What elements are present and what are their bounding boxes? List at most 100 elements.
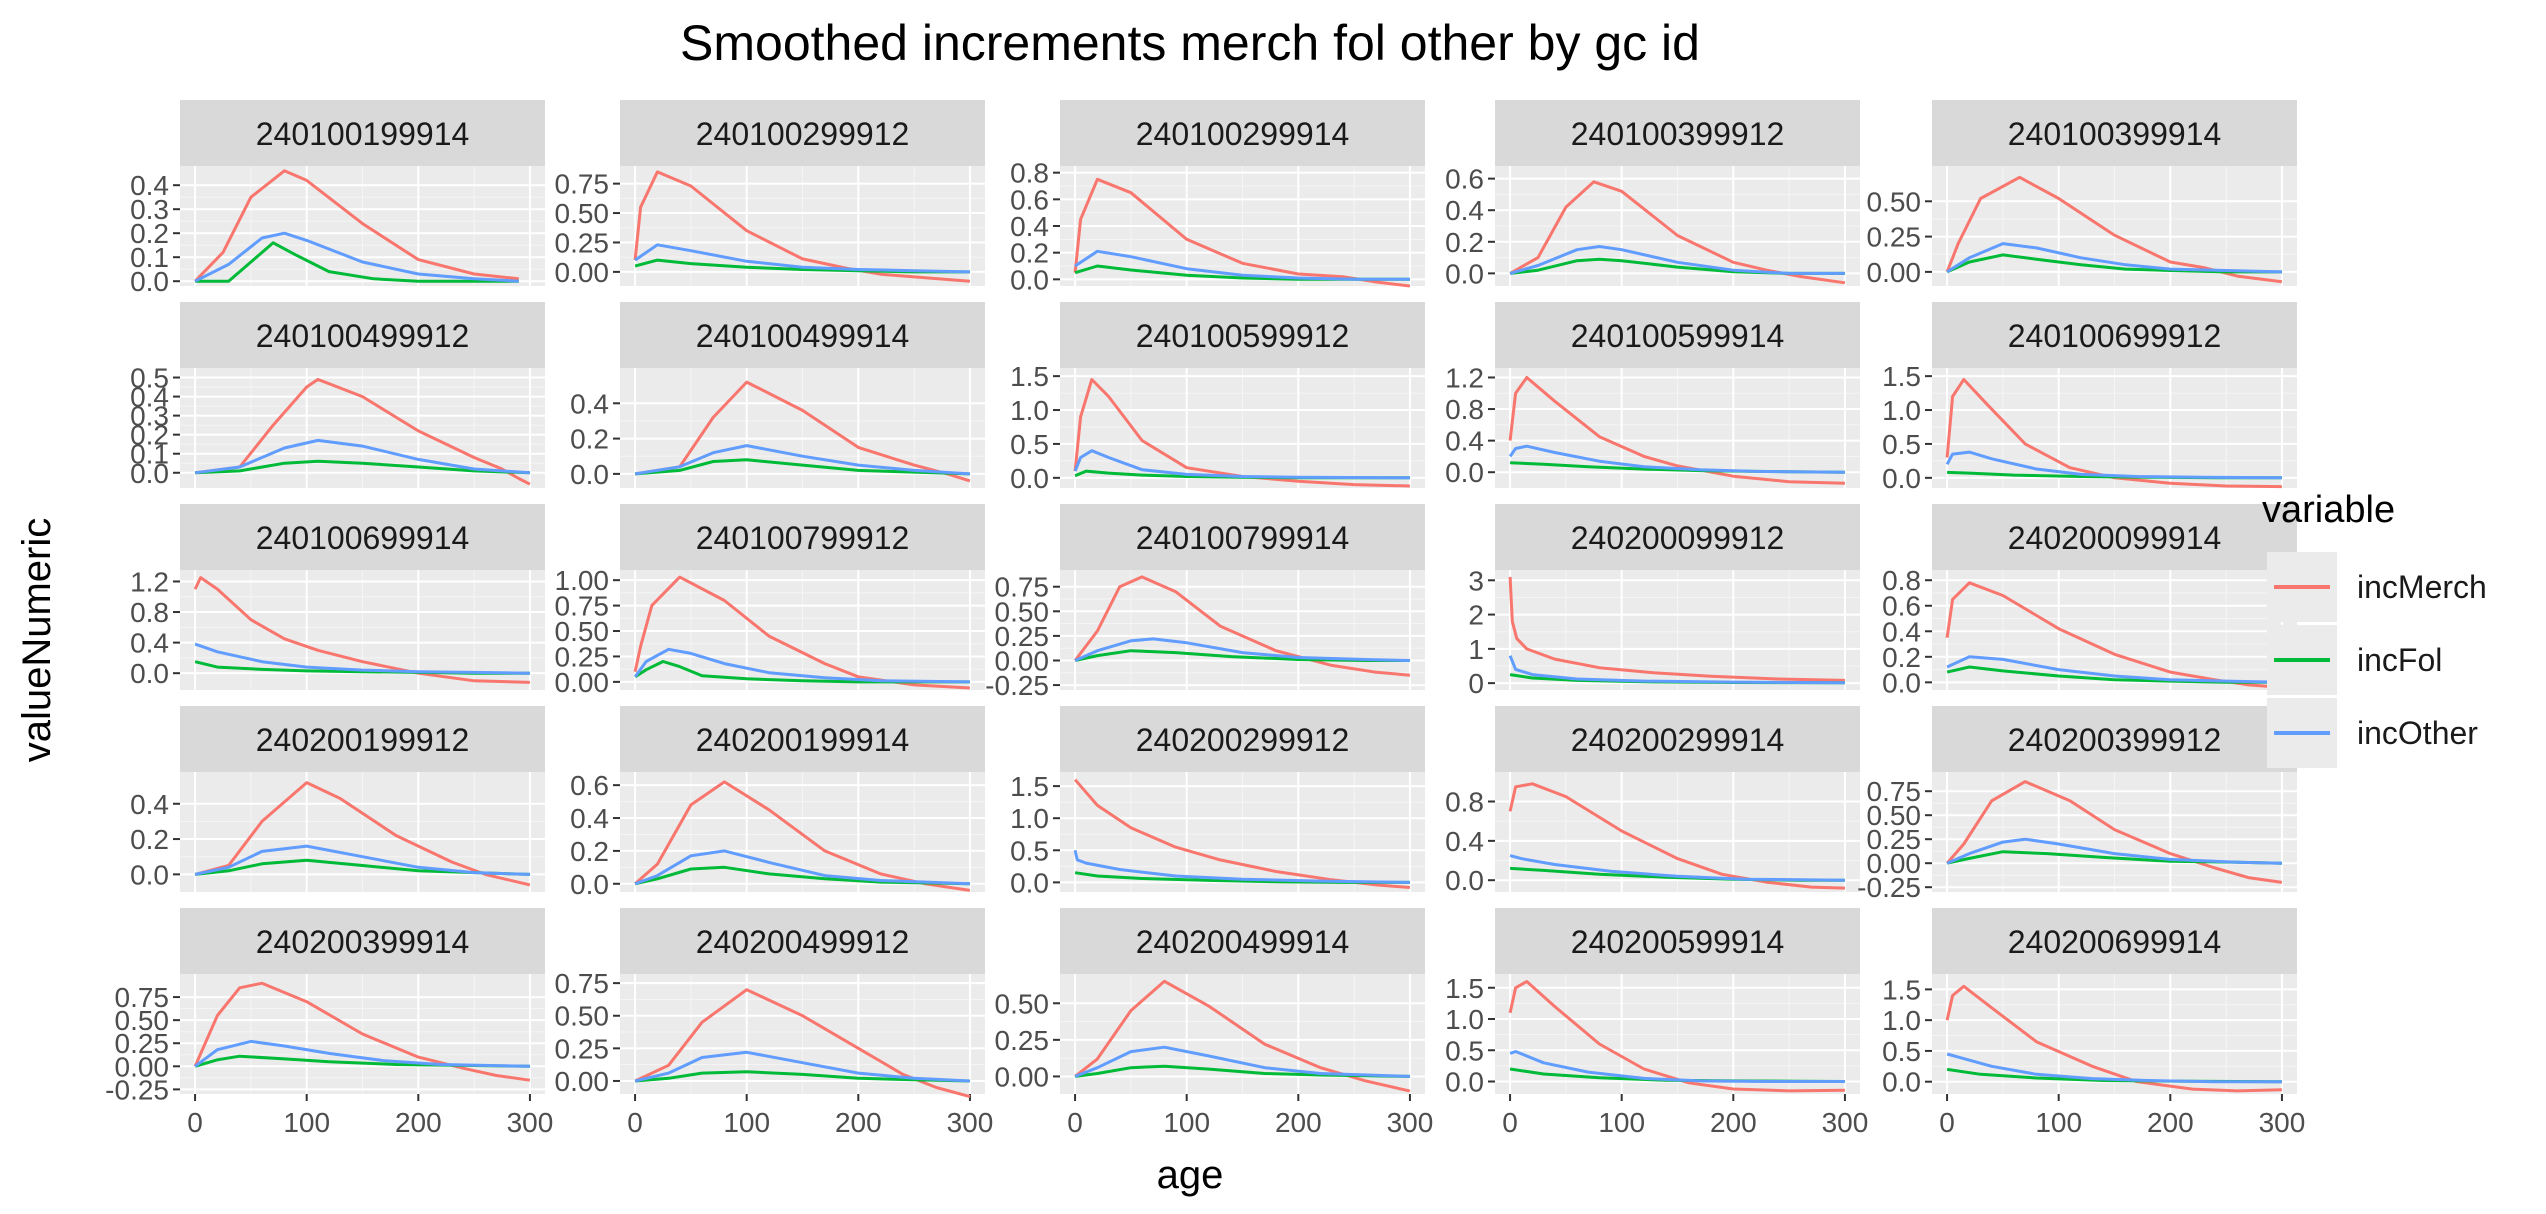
facet-panel-240200499914: 240200499914 0.00 0.25 0.50 0 100 200 300 [995,908,1433,1138]
facet-strip-label: 240100199914 [256,116,470,152]
series-line-incother [1946,242,2282,274]
facet-strip-label: 240100699914 [256,520,470,556]
y-tick-label: 0.4 [130,628,169,659]
series-line-incfol [634,458,970,476]
y-tick-label: 0.00 [995,1061,1050,1092]
x-tick-label: 200 [1275,1107,1322,1138]
facet-panel-240100699912: 240100699912 0.00.51.01.5 [1882,302,2297,494]
facet-strip-bg [1060,504,1425,570]
facet-strip-label: 240100399912 [1571,116,1785,152]
x-tick-label: 200 [395,1107,442,1138]
y-tick-label: 0.25 [1867,222,1922,253]
y-tick-label: 0.0 [1445,1067,1484,1098]
facet-strip-label: 240100299912 [696,116,910,152]
y-tick-label: 1.5 [1010,771,1049,802]
facet-strip-bg [620,504,985,570]
y-tick-label: 0.4 [570,388,609,419]
y-tick-label: 0.00 [555,1066,610,1097]
y-tick-label: 0.50 [555,1001,610,1032]
facet-strip-label: 240200599914 [1571,924,1785,960]
y-tick-label: 1.2 [130,566,169,597]
y-tick-label: 0.0 [130,458,169,489]
facet-strip-label: 240200299914 [1571,722,1785,758]
facet-strip-bg [1932,302,2297,368]
facet-panel-240100499914: 240100499914 0.0 0.2 0.4 [570,302,985,490]
y-tick-label: 0.4 [130,789,169,820]
facet-strip-label: 240100699912 [2008,318,2222,354]
series-line-incother [194,438,531,475]
series-line-incfol [195,241,519,283]
facet-strip-label: 240200299912 [1136,722,1350,758]
y-tick-label: 1.00 [555,565,610,596]
y-tick-label: 0.2 [1882,642,1921,673]
y-tick-label: 0.0 [570,869,609,900]
y-axis-title: valueNumeric [15,518,59,763]
facet-panel-240200499912: 240200499912 0.000.250.500.75 0 100 200 300 [555,908,993,1138]
x-tick-label: 200 [2147,1107,2194,1138]
series-line-incother [1509,1050,1845,1083]
x-tick-label: 100 [283,1107,330,1138]
y-tick-label: 0.0 [130,658,169,689]
facet-strip-label: 240200199912 [256,722,470,758]
facet-strip-bg [1932,706,2297,772]
series-line-incmerch [1945,984,2282,1093]
y-tick-label: 0.0 [1882,667,1921,698]
x-tick-label: 300 [1822,1107,1869,1138]
facet-panel-240100399914: 240100399914 0.00 0.25 0.50 [1867,100,2297,288]
series-line-incmerch [193,576,530,684]
y-tick-label: 0.0 [130,266,169,297]
y-tick-label: 0.75 [995,572,1050,603]
y-tick-label: 0.0 [1445,865,1484,896]
y-tick-label: 1.0 [1882,1005,1921,1036]
series-line-incfol [195,459,530,475]
x-tick-label: 200 [835,1107,882,1138]
y-tick-label: 0.00 [115,1051,170,1082]
series-line-incmerch [1508,782,1845,890]
facet-strip-label: 240200399914 [256,924,470,960]
series-line-incother [1946,837,2282,865]
y-tick-label: 0.2 [570,836,609,867]
y-tick-label: 0.50 [555,616,610,647]
y-tick-label: 0.0 [1010,867,1049,898]
series-line-incmerch [1508,576,1845,682]
facet-strip-label: 240100399914 [2008,116,2222,152]
y-tick-label: 0.50 [995,988,1050,1019]
series-line-incother [1508,444,1845,474]
series-line-incother [1073,849,1410,884]
facet-strip-label: 240100499914 [696,318,910,354]
facet-strip-label: 240200199914 [696,722,910,758]
facet-panel-240100799914: 240100799914 -0.250.000.250.500.75 [985,504,1425,701]
y-tick-label: 0.75 [115,982,170,1013]
y-tick-label: -0.25 [105,1074,169,1105]
y-tick-label: 0.75 [555,968,610,999]
y-tick-label: 1.2 [1445,362,1484,393]
y-tick-label: 1.5 [1445,973,1484,1004]
y-tick-label: 0 [1468,668,1484,699]
y-tick-label: 0.4 [1445,426,1484,457]
y-tick-label: 0.00 [1867,257,1922,288]
y-tick-label: 0.00 [555,257,610,288]
facet-panel-240200399912: 240200399912 -0.250.000.250.500.75 [1857,706,2297,903]
series-line-incother [1073,449,1410,480]
legend-title: variable [2262,489,2395,531]
series-line-incother [194,1039,530,1068]
facet-strip-bg [1932,100,2297,166]
facet-strip-bg [1495,908,1860,974]
y-tick-label: 0.0 [1445,258,1484,289]
facet-panel-240200099912: 240200099912 012 3 [1468,504,1860,699]
facet-strip-bg [1932,908,2297,974]
facet-strip-bg [180,706,545,772]
facet-strip-bg [1060,302,1425,368]
facet-strip-bg [1932,504,2297,570]
series-line-incother [634,243,970,274]
y-tick-label: 0.25 [995,621,1050,652]
y-tick-label: 1.0 [1010,395,1049,426]
facet-strip-bg [180,100,545,166]
facet-panel-240200699914: 240200699914 0.00.51.01.5 0 100 200 300 [1882,908,2305,1138]
y-tick-label: 0.2 [1010,238,1049,269]
y-tick-label: 0.5 [1882,429,1921,460]
y-tick-label: 0.25 [555,1033,610,1064]
facet-panel-240100399912: 240100399912 0.00.20.40.6 [1445,100,1860,289]
